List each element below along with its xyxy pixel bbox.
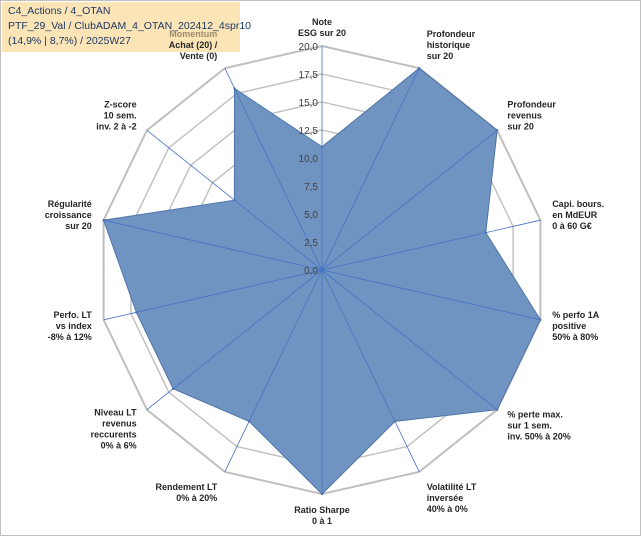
axis-spoke bbox=[321, 219, 541, 271]
axis-spoke bbox=[103, 219, 323, 271]
axis-spoke bbox=[224, 68, 323, 271]
chart-header-box: C4_Actions / 4_OTAN PTF_29_Val / ClubADA… bbox=[2, 2, 251, 52]
axis-spoke bbox=[321, 68, 420, 271]
axis-label: Perfo. LT vs index -8% à 12% bbox=[48, 310, 93, 342]
radial-tick-label: 2,5 bbox=[304, 238, 318, 249]
axis-spoke bbox=[103, 269, 323, 321]
axis-spoke bbox=[321, 269, 498, 411]
radial-tick-label: 20,0 bbox=[299, 42, 319, 53]
header-line-3: (14,9% | 8,7%) / 2025W27 bbox=[8, 35, 131, 47]
axis-spoke bbox=[321, 269, 420, 472]
axis-label: Note ESG sur 20 bbox=[298, 17, 346, 38]
axis-spoke bbox=[146, 129, 323, 271]
axis-label: % perte max. sur 1 sem. inv. 50% à 20% bbox=[507, 409, 570, 441]
header-line-1: C4_Actions / 4_OTAN bbox=[8, 5, 111, 17]
radial-tick-label: 15,0 bbox=[299, 98, 319, 109]
axis-spoke bbox=[321, 129, 498, 271]
axis-spoke bbox=[224, 269, 323, 472]
axis-spoke bbox=[146, 269, 323, 411]
radial-tick-label: 5,0 bbox=[304, 210, 318, 221]
radial-tick-label: 7,5 bbox=[304, 182, 318, 193]
radial-tick-label: 17,5 bbox=[299, 70, 319, 81]
axis-label: Ratio Sharpe 0 à 1 bbox=[294, 505, 350, 526]
radial-tick-label: 10,0 bbox=[299, 154, 319, 165]
axis-label: Régularité croissance sur 20 bbox=[45, 199, 92, 231]
axis-label: Capi. bours. en MdEUR 0 à 60 G€ bbox=[552, 199, 604, 231]
header-line-2: PTF_29_Val / ClubADAM_4_OTAN_202412_4spr… bbox=[8, 20, 251, 32]
axis-label: Niveau LT revenus reccurents 0% à 6% bbox=[91, 407, 138, 450]
axis-label: % perfo 1A positive 50% à 80% bbox=[552, 310, 600, 342]
axis-label: Z-score 10 sem. inv. 2 à -2 bbox=[96, 100, 136, 132]
axis-label: Profondeur historique sur 20 bbox=[427, 29, 476, 61]
axis-label: Volatilité LT inversée 40% à 0% bbox=[427, 482, 477, 514]
axis-spoke bbox=[321, 269, 541, 321]
axis-label: Momentum Achat (20) / Vente (0) bbox=[169, 29, 218, 61]
axis-label: Rendement LT 0% à 20% bbox=[155, 482, 217, 503]
axis-label: Profondeur revenus sur 20 bbox=[507, 100, 556, 132]
radial-tick-label: 12,5 bbox=[299, 126, 319, 137]
radial-tick-label: 0,0 bbox=[304, 266, 318, 277]
